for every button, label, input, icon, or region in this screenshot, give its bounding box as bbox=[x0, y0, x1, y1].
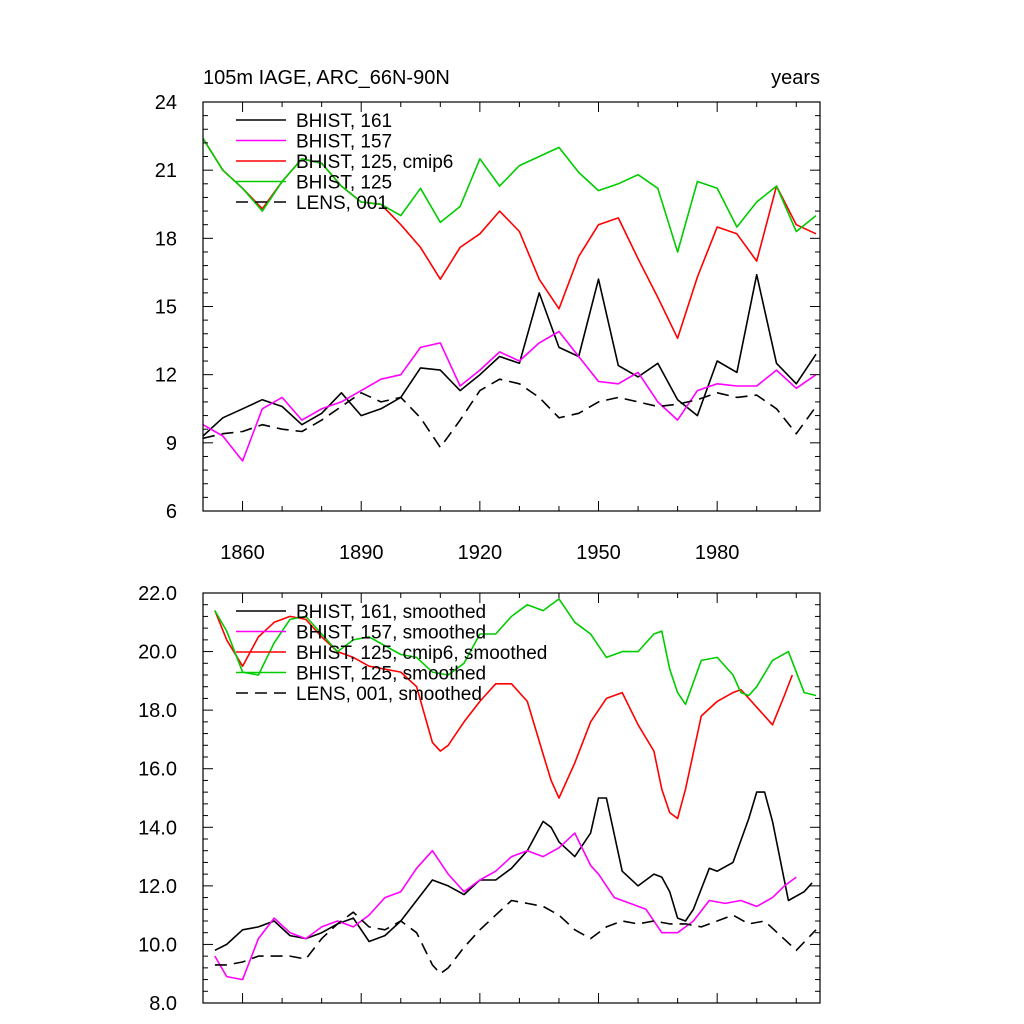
top-series-bhist-157 bbox=[202, 330, 817, 462]
top-xtick-label: 1890 bbox=[339, 542, 384, 564]
bottom-ytick-label: 12.0 bbox=[138, 876, 177, 898]
top-legend-label: BHIST, 157 bbox=[296, 132, 392, 153]
bottom-legend-label: BHIST, 125, smoothed bbox=[296, 664, 486, 685]
bottom-ytick-label: 20.0 bbox=[138, 642, 177, 664]
top-ytick-label: 12 bbox=[155, 365, 177, 387]
top-panel-title-left: 105m IAGE, ARC_66N-90N bbox=[203, 67, 450, 89]
top-panel: 105m IAGE, ARC_66N-90N years 6 9 12 15 18 21 2… bbox=[155, 67, 821, 564]
bottom-series-bhist-125-smoothed bbox=[214, 598, 817, 706]
bottom-series-bhist-161-smoothed bbox=[214, 791, 813, 952]
bottom-legend-label: BHIST, 125, cmip6, smoothed bbox=[296, 643, 547, 664]
top-ytick-label: 18 bbox=[155, 228, 177, 250]
bottom-panel-frame bbox=[202, 592, 821, 1004]
bottom-ytick-label: 14.0 bbox=[138, 817, 177, 839]
top-xtick-label: 1920 bbox=[458, 542, 503, 564]
bottom-series-lens-001-smoothed bbox=[214, 899, 817, 975]
bottom-panel-series bbox=[214, 598, 817, 981]
top-ytick-label: 9 bbox=[166, 433, 177, 455]
bottom-legend-label: LENS, 001, smoothed bbox=[296, 684, 482, 705]
top-panel-title-right: years bbox=[771, 67, 820, 89]
top-series-bhist-125 bbox=[202, 137, 817, 253]
top-series-bhist-161 bbox=[202, 273, 817, 437]
bottom-legend-label: BHIST, 157, smoothed bbox=[296, 623, 486, 644]
top-legend-label: BHIST, 125 bbox=[296, 173, 392, 194]
top-panel-series bbox=[202, 137, 817, 462]
top-legend-label: BHIST, 125, cmip6 bbox=[296, 152, 453, 173]
bottom-series-bhist-157-smoothed bbox=[214, 832, 797, 981]
bottom-ytick-label: 10.0 bbox=[138, 934, 177, 956]
top-ytick-label: 21 bbox=[155, 160, 177, 182]
bottom-panel: 8.0 10.0 12.0 14.0 16.0 18.0 20.0 22.0 BHIST, 1… bbox=[138, 583, 821, 1015]
top-legend-label: LENS, 001 bbox=[296, 193, 388, 214]
bottom-panel-ticks: 8.0 10.0 12.0 14.0 16.0 18.0 20.0 22.0 bbox=[138, 583, 820, 1015]
top-series-lens-001 bbox=[202, 378, 817, 449]
top-series-bhist-125-cmip6 bbox=[202, 137, 817, 340]
top-xtick-label: 1860 bbox=[220, 542, 265, 564]
top-ytick-label: 15 bbox=[155, 297, 177, 319]
bottom-ytick-label: 16.0 bbox=[138, 759, 177, 781]
bottom-ytick-label: 18.0 bbox=[138, 700, 177, 722]
top-ytick-label: 6 bbox=[166, 501, 177, 523]
top-ytick-label: 24 bbox=[155, 92, 177, 114]
top-xtick-label: 1950 bbox=[576, 542, 621, 564]
bottom-legend-label: BHIST, 161, smoothed bbox=[296, 602, 486, 623]
top-panel-ticks: 6 9 12 15 18 21 24 1860 1890 1920 1950 1980 bbox=[155, 92, 820, 564]
top-panel-frame bbox=[202, 101, 821, 512]
bottom-series-bhist-125-cmip6-smoothed bbox=[214, 610, 794, 820]
top-legend-label: BHIST, 161 bbox=[296, 111, 392, 132]
bottom-ytick-label: 8.0 bbox=[149, 993, 177, 1015]
bottom-ytick-label: 22.0 bbox=[138, 583, 177, 605]
top-xtick-label: 1980 bbox=[695, 542, 740, 564]
